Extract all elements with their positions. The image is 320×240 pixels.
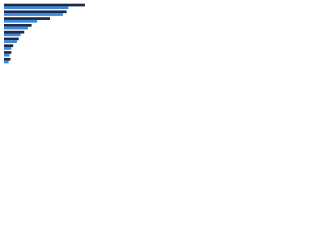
chart — [4, 3, 85, 64]
bar — [4, 3, 85, 7]
bar — [4, 13, 63, 16]
page: (() => { const data = JSON.parse(documen… — [0, 0, 320, 71]
bar — [4, 17, 50, 20]
bar — [4, 57, 11, 61]
bar — [4, 40, 17, 43]
bar — [4, 19, 38, 23]
bar — [4, 51, 12, 54]
bar — [4, 26, 28, 30]
bar — [4, 6, 69, 10]
bar — [4, 44, 14, 48]
bar — [4, 30, 25, 34]
bar — [4, 10, 67, 14]
bar — [4, 53, 10, 57]
bar — [4, 24, 32, 27]
bar — [4, 60, 9, 64]
bar — [4, 33, 21, 37]
bar — [4, 37, 19, 41]
bar — [4, 47, 12, 50]
